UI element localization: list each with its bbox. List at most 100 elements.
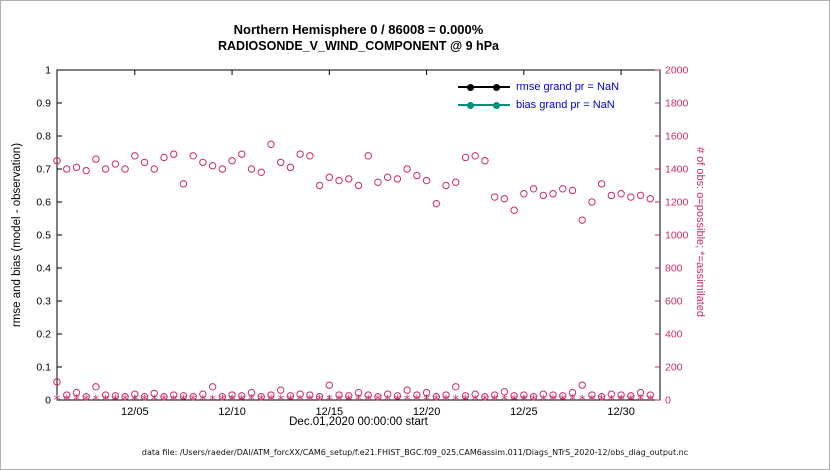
legend: rmse grand pr = NaN bias grand pr = NaN <box>458 80 619 112</box>
svg-text:*: * <box>287 394 294 409</box>
legend-label-rmse: rmse grand pr = NaN <box>516 81 620 93</box>
legend-entry-bias: bias grand pr = NaN <box>458 98 619 112</box>
svg-text:*: * <box>93 394 100 409</box>
chart-title: Northern Hemisphere 0 / 86008 = 0.000% <box>233 22 484 37</box>
svg-text:*: * <box>404 394 411 409</box>
svg-text:*: * <box>239 394 246 409</box>
data-file-caption: data file: /Users/raeder/DAI/ATM_forcXX/… <box>141 448 689 457</box>
legend-entry-rmse: rmse grand pr = NaN <box>458 80 619 94</box>
bias-line-marker-icon <box>458 100 510 110</box>
svg-text:*: * <box>365 394 372 409</box>
svg-text:1200: 1200 <box>665 197 689 209</box>
svg-text:0.9: 0.9 <box>36 98 51 110</box>
svg-text:800: 800 <box>665 263 683 275</box>
svg-text:*: * <box>346 394 353 409</box>
svg-text:*: * <box>598 394 605 409</box>
svg-text:*: * <box>453 394 460 409</box>
svg-text:*: * <box>608 394 615 409</box>
svg-text:*: * <box>589 394 596 409</box>
svg-text:12/15: 12/15 <box>316 406 344 418</box>
svg-text:*: * <box>491 394 498 409</box>
svg-text:*: * <box>63 394 70 409</box>
svg-text:*: * <box>443 394 450 409</box>
svg-text:*: * <box>200 394 207 409</box>
svg-text:1: 1 <box>45 65 51 77</box>
svg-text:*: * <box>132 394 139 409</box>
svg-text:*: * <box>161 394 168 409</box>
svg-text:*: * <box>336 394 343 409</box>
svg-text:12/10: 12/10 <box>218 406 246 418</box>
svg-text:1400: 1400 <box>665 164 689 176</box>
svg-text:1600: 1600 <box>665 131 689 143</box>
svg-text:*: * <box>180 394 187 409</box>
svg-text:0.4: 0.4 <box>36 263 51 275</box>
svg-text:*: * <box>501 394 508 409</box>
svg-text:*: * <box>511 394 518 409</box>
svg-text:12/30: 12/30 <box>607 406 635 418</box>
svg-text:*: * <box>209 394 216 409</box>
svg-text:*: * <box>414 394 421 409</box>
svg-text:*: * <box>102 394 109 409</box>
svg-text:0.5: 0.5 <box>36 230 51 242</box>
svg-text:600: 600 <box>665 296 683 308</box>
svg-text:*: * <box>277 394 284 409</box>
legend-label-bias: bias grand pr = NaN <box>516 99 615 111</box>
svg-text:12/05: 12/05 <box>121 406 149 418</box>
svg-text:*: * <box>569 394 576 409</box>
svg-text:12/25: 12/25 <box>510 406 538 418</box>
chart-subtitle: RADIOSONDE_V_WIND_COMPONENT @ 9 hPa <box>218 39 499 53</box>
svg-text:*: * <box>83 394 90 409</box>
rmse-line-marker-icon <box>458 82 510 92</box>
svg-text:1000: 1000 <box>665 230 689 242</box>
svg-text:*: * <box>394 394 401 409</box>
svg-text:*: * <box>112 394 119 409</box>
svg-text:*: * <box>122 394 129 409</box>
svg-text:*: * <box>326 394 333 409</box>
svg-text:2000: 2000 <box>665 65 689 77</box>
svg-text:*: * <box>297 394 304 409</box>
svg-text:*: * <box>559 394 566 409</box>
svg-text:*: * <box>647 394 654 409</box>
svg-text:*: * <box>530 394 537 409</box>
svg-text:*: * <box>423 394 430 409</box>
svg-text:*: * <box>618 394 625 409</box>
svg-text:*: * <box>628 394 635 409</box>
svg-text:*: * <box>482 394 489 409</box>
svg-text:*: * <box>151 394 158 409</box>
svg-text:*: * <box>433 394 440 409</box>
svg-text:*: * <box>190 394 197 409</box>
svg-text:0.7: 0.7 <box>36 164 51 176</box>
svg-text:*: * <box>462 394 469 409</box>
svg-text:*: * <box>141 394 148 409</box>
svg-text:*: * <box>229 394 236 409</box>
svg-text:*: * <box>258 394 265 409</box>
x-axis-label: Dec.01,2020 00:00:00 start <box>289 416 428 428</box>
svg-text:*: * <box>219 394 226 409</box>
svg-text:*: * <box>384 394 391 409</box>
svg-text:*: * <box>248 394 255 409</box>
svg-text:*: * <box>54 394 61 409</box>
svg-text:*: * <box>637 394 644 409</box>
svg-text:*: * <box>540 394 547 409</box>
left-y-axis-label: rmse and bias (model - observation) <box>11 142 23 328</box>
svg-text:400: 400 <box>665 329 683 341</box>
svg-text:*: * <box>355 394 362 409</box>
svg-text:*: * <box>73 394 80 409</box>
right-y-axis-label: # of obs: o=possible; *=assimilated <box>694 147 706 317</box>
svg-text:1800: 1800 <box>665 98 689 110</box>
svg-text:*: * <box>170 394 177 409</box>
svg-text:200: 200 <box>665 362 683 374</box>
svg-text:0: 0 <box>665 395 671 407</box>
svg-text:0.6: 0.6 <box>36 197 51 209</box>
svg-text:*: * <box>375 394 382 409</box>
svg-text:*: * <box>268 394 275 409</box>
svg-text:*: * <box>550 394 557 409</box>
svg-text:12/20: 12/20 <box>413 406 441 418</box>
svg-text:*: * <box>579 394 586 409</box>
svg-text:*: * <box>521 394 528 409</box>
svg-text:*: * <box>307 394 314 409</box>
svg-text:0: 0 <box>45 395 51 407</box>
svg-text:0.8: 0.8 <box>36 131 51 143</box>
svg-text:0.3: 0.3 <box>36 296 51 308</box>
